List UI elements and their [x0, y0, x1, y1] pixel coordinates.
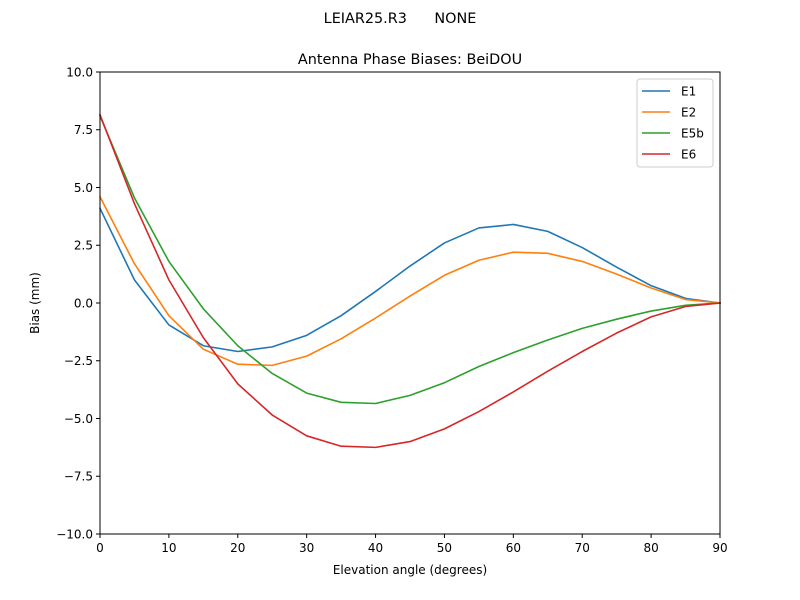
- y-tick-label: −2.5: [64, 354, 93, 368]
- y-axis: −10.0 −7.5 −5.0 −2.5 0.0 2.5 5.0 7.5 10.0: [56, 65, 100, 541]
- x-tick-label: 30: [299, 541, 314, 555]
- chart-suptitle: LEIAR25.R3 NONE: [324, 11, 477, 27]
- x-tick-label: 90: [712, 541, 727, 555]
- series-line-e6: [98, 113, 721, 449]
- plot-frame: [99, 71, 721, 535]
- y-tick-label: −10.0: [56, 527, 93, 541]
- y-tick-label: 10.0: [66, 65, 93, 79]
- series-line-e1: [98, 207, 721, 353]
- y-tick-label: 2.5: [74, 239, 93, 253]
- legend: E1 E2 E5b E6: [636, 78, 714, 168]
- y-axis-label: Bias (mm): [28, 272, 42, 334]
- series-line-e2: [98, 195, 721, 367]
- series-lines: [98, 113, 721, 449]
- x-tick-label: 0: [96, 541, 104, 555]
- x-tick-label: 20: [230, 541, 245, 555]
- x-tick-label: 80: [643, 541, 658, 555]
- legend-label-e2: E2: [681, 105, 696, 119]
- legend-label-e1: E1: [681, 84, 696, 98]
- y-tick-label: −7.5: [64, 470, 93, 484]
- x-axis-label: Elevation angle (degrees): [333, 563, 487, 577]
- y-tick-label: 7.5: [74, 123, 93, 137]
- x-tick-label: 50: [437, 541, 452, 555]
- x-tick-label: 10: [161, 541, 176, 555]
- series-line-e5b: [98, 114, 721, 405]
- legend-box: [636, 78, 714, 168]
- legend-label-e5b: E5b: [681, 126, 704, 140]
- x-tick-label: 70: [575, 541, 590, 555]
- chart-title: Antenna Phase Biases: BeiDOU: [298, 52, 522, 68]
- x-tick-label: 60: [506, 541, 521, 555]
- legend-label-e6: E6: [681, 147, 696, 161]
- x-tick-label: 40: [368, 541, 383, 555]
- y-tick-label: −5.0: [64, 412, 93, 426]
- y-tick-label: 0.0: [74, 296, 93, 310]
- x-axis: 0 10 20 30 40 50 60 70 80 90: [96, 534, 728, 555]
- y-tick-label: 5.0: [74, 181, 93, 195]
